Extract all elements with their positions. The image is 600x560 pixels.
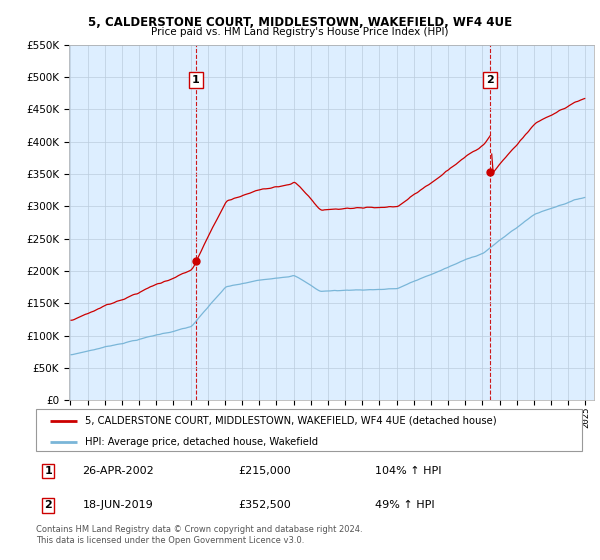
Text: 1: 1 [192,76,200,85]
Text: 2: 2 [44,501,52,510]
Text: £215,000: £215,000 [238,466,291,476]
Text: 5, CALDERSTONE COURT, MIDDLESTOWN, WAKEFIELD, WF4 4UE: 5, CALDERSTONE COURT, MIDDLESTOWN, WAKEF… [88,16,512,29]
Text: 26-APR-2002: 26-APR-2002 [82,466,154,476]
Text: Price paid vs. HM Land Registry's House Price Index (HPI): Price paid vs. HM Land Registry's House … [151,27,449,37]
Text: 49% ↑ HPI: 49% ↑ HPI [374,501,434,510]
Text: 104% ↑ HPI: 104% ↑ HPI [374,466,441,476]
Text: 18-JUN-2019: 18-JUN-2019 [82,501,153,510]
Text: 2: 2 [487,76,494,85]
Text: Contains HM Land Registry data © Crown copyright and database right 2024.
This d: Contains HM Land Registry data © Crown c… [36,525,362,545]
Text: £352,500: £352,500 [238,501,291,510]
Text: 1: 1 [44,466,52,476]
Text: HPI: Average price, detached house, Wakefield: HPI: Average price, detached house, Wake… [85,437,318,446]
FancyBboxPatch shape [36,409,582,451]
Text: 5, CALDERSTONE COURT, MIDDLESTOWN, WAKEFIELD, WF4 4UE (detached house): 5, CALDERSTONE COURT, MIDDLESTOWN, WAKEF… [85,416,497,426]
